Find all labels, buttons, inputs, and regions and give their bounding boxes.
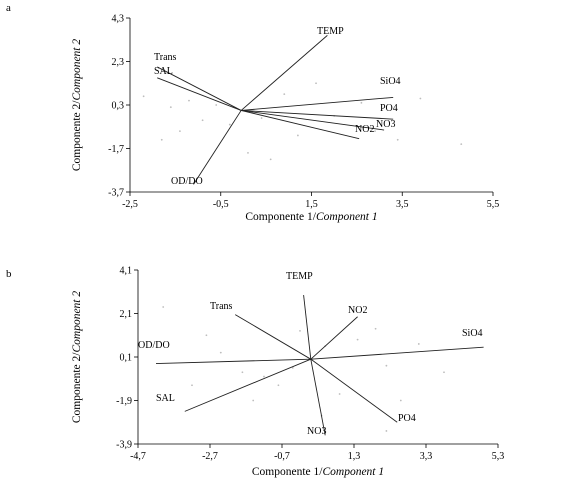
panel-b-y-tick-label: 0,1 (120, 353, 133, 364)
panel-a-score-point (374, 130, 376, 133)
panel-b-x-axis-label: Componente 1/Component 1 (252, 466, 384, 478)
panel-b-score-point (356, 338, 359, 341)
panel-b-score-point (219, 351, 222, 354)
panel-b-score-point (291, 366, 294, 369)
panel-a-score-point (396, 138, 399, 141)
panel-a-vector-sio4 (241, 96, 394, 111)
panel-b-vector-no3 (310, 359, 326, 436)
panel-a-vector-no3 (241, 109, 385, 131)
panel-b-vector-label-temp: TEMP (286, 271, 313, 282)
panel-a-score-point (160, 138, 163, 141)
panel-a-score-point (215, 104, 218, 106)
panel-b-vector-temp (303, 294, 312, 360)
panel-b-vector-po4 (310, 358, 398, 423)
panel-b-y-tick-label: 2,1 (120, 309, 133, 320)
panel-b-score-point (385, 430, 388, 432)
panel-b-x-tick-label: 3,3 (420, 451, 433, 462)
panel-b-score-point (385, 364, 388, 367)
panel-b-x-tick-label: 5,3 (492, 451, 505, 462)
panel-b-score-point (205, 334, 208, 337)
panel-b-vector-label-trans: Trans (210, 301, 233, 312)
panel-b-score-point (241, 371, 244, 374)
panel-a-vector-label-sal: SAL (154, 66, 173, 77)
panel-b-vector-label-sal: SAL (156, 393, 175, 404)
panel-a-vector-label-no2: NO2 (355, 124, 374, 135)
panel-b-score-point (338, 393, 341, 395)
panel-b-x-tick-label: 1,3 (348, 451, 361, 462)
panel-b-y-tick-label: 4,1 (120, 266, 133, 277)
panel-b-score-point (299, 330, 301, 332)
panel-b-score-point (252, 399, 255, 402)
panel-a-y-tick-label: 4,3 (112, 14, 125, 25)
panel-a-vector-temp (240, 35, 328, 111)
panel-b-score-point (191, 384, 193, 387)
panel-a-score-point (201, 119, 204, 122)
panel-a-vector-label-no3: NO3 (376, 119, 395, 130)
panel-a-score-point (247, 151, 249, 154)
panel-b-y-axis-label: Componente 2/Component 2 (71, 291, 83, 423)
panel-a-vector-label-trans: Trans (154, 52, 177, 63)
panel-b-y-tick-label: -3,9 (116, 440, 132, 451)
panel-a-vector-po4 (241, 109, 394, 120)
panel-b-vector-trans (234, 314, 312, 360)
panel-b-score-point (443, 371, 445, 374)
panel-a-score-point (360, 101, 363, 104)
panel-a-y-axis-label: Componente 2/Component 2 (71, 39, 83, 171)
panel-b-label: b (6, 268, 12, 280)
panel-a-x-tick-label: 1,5 (305, 199, 318, 210)
panel-b-vector-label-sio4: SiO4 (462, 328, 483, 339)
panel-a-score-point (315, 82, 317, 85)
panel-a-score-point (142, 95, 145, 98)
panel-a-vector-label-po4: PO4 (380, 103, 398, 114)
panel-b-score-point (399, 399, 402, 402)
panel-a-vector-od-do (193, 110, 242, 185)
panel-a-x-axis-label: Componente 1/Component 1 (245, 211, 377, 223)
panel-a-x-tick-label: -0,5 (213, 199, 229, 210)
panel-a-vector-no2 (241, 109, 360, 140)
panel-a-y-tick-label: 0,3 (112, 101, 125, 112)
panel-a-y-tick-label: 2,3 (112, 57, 125, 68)
panel-a-score-point (460, 143, 463, 146)
panel-a-score-point (188, 99, 190, 102)
panel-a-score-point (269, 158, 272, 161)
panel-b-y-tick-label: -1,9 (116, 396, 132, 407)
panel-a-vector-label-sio4: SiO4 (380, 76, 401, 87)
panel-a-vector-sal (157, 77, 242, 111)
panel-a-score-point (228, 123, 231, 126)
panel-a-score-point (296, 134, 299, 137)
panel-a-y-tick-label: -3,7 (108, 188, 124, 199)
panel-a-score-point (419, 97, 422, 100)
panel-b-x-tick-label: -4,7 (130, 451, 146, 462)
panel-a-vector-trans (157, 66, 242, 111)
panel-b-score-point (417, 343, 420, 345)
panel-b-vector-sal (184, 358, 311, 412)
panel-a-score-point (260, 117, 263, 119)
panel-b-x-tick-label: -0,7 (274, 451, 290, 462)
panel-a-score-point (283, 93, 286, 96)
panel-b-vector-label-po4: PO4 (398, 413, 416, 424)
panel-b-score-point (263, 375, 265, 378)
panel-b-score-point (162, 306, 165, 308)
panel-a-x-tick-label: 5,5 (487, 199, 500, 210)
panel-b-score-point (277, 384, 280, 387)
panel-a-y-tick-label: -1,7 (108, 144, 124, 155)
panel-a-vector-label-temp: TEMP (317, 26, 344, 37)
panel-a-score-point (179, 130, 181, 133)
panel-a-x-tick-label: 3,5 (396, 199, 409, 210)
panel-b-x-tick-label: -2,7 (202, 451, 218, 462)
panel-b-vector-label-no3: NO3 (307, 426, 326, 437)
panel-b-vector-label-od-do: OD/DO (138, 340, 170, 351)
panel-a-x-tick-label: -2,5 (122, 199, 138, 210)
panel-b-score-point (374, 327, 377, 330)
panel-b-vector-label-no2: NO2 (348, 305, 367, 316)
panel-b-vector-no2 (310, 316, 358, 360)
panel-a-vector-label-od-do: OD/DO (171, 176, 203, 187)
panel-b-vector-od-do (155, 358, 311, 364)
panel-a-label: a (6, 2, 11, 14)
panel-a-score-point (169, 106, 172, 109)
panel-b-vector-sio4 (310, 346, 484, 360)
